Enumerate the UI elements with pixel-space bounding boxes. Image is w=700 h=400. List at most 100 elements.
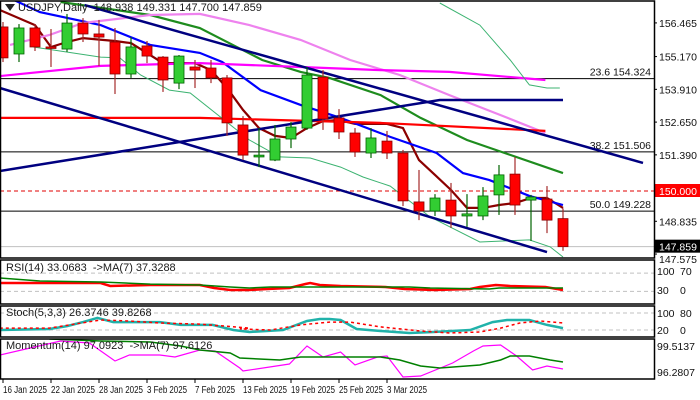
bullish-candle — [269, 124, 281, 162]
level-price-box-label: 150.000 — [659, 186, 697, 198]
chart-header: USDJPY,Daily 148.938 149.331 147.700 147… — [18, 2, 262, 14]
candle-body — [13, 27, 25, 55]
chart-menu-triangle-icon[interactable] — [5, 4, 15, 11]
bearish-candle — [109, 27, 121, 95]
date-axis-label: 22 Jan 2025 — [51, 385, 95, 396]
momentum-title: Momentum(14) 97.0923 ->MA(7) 97.6126 — [6, 340, 213, 352]
main-plot: 23.6 154.324 38.2 151.506 50.0 149.228 — [0, 1, 654, 258]
stoch-title: Stoch(5,3,3) 26.3746 39.8268 — [6, 307, 152, 319]
bearish-candle — [413, 169, 425, 221]
candle-body — [269, 138, 281, 161]
stoch-axis-label: 0 — [680, 325, 686, 337]
candle-body — [349, 132, 361, 153]
candle-body — [221, 77, 233, 124]
momentum-axis-label: 99.5137 — [657, 341, 695, 353]
bearish-candle — [237, 116, 249, 161]
date-axis-label: 16 Jan 2025 — [3, 385, 47, 396]
candle-body — [493, 174, 505, 196]
bearish-candle — [397, 149, 409, 207]
rsi-axis-label: 30 — [657, 285, 669, 297]
bullish-candle — [173, 55, 185, 90]
bearish-candle — [0, 22, 9, 63]
level-price-box — [655, 184, 700, 197]
moving-average-line — [439, 2, 560, 89]
date-axis-label: 19 Feb 2025 — [291, 385, 335, 396]
trend-line — [0, 98, 563, 173]
price-axis-label: 147.575 — [659, 254, 697, 266]
candle-body — [317, 76, 329, 120]
date-axis-label: 3 Feb 2025 — [147, 385, 187, 396]
stoch-panel-frame — [0, 305, 656, 338]
bullish-candle — [301, 66, 313, 130]
date-axis-label: 28 Jan 2025 — [99, 385, 143, 396]
bearish-candle — [29, 24, 41, 51]
bullish-candle — [525, 194, 537, 241]
bearish-candle — [317, 70, 329, 130]
candle-body — [333, 117, 345, 133]
momentum-series-line — [49, 339, 564, 369]
bearish-candle — [221, 75, 233, 136]
stoch-axis-label: 80 — [680, 308, 692, 320]
bearish-candle — [157, 56, 169, 92]
price-axis-label: 156.465 — [659, 18, 697, 30]
candle-body — [429, 197, 441, 212]
bearish-candle — [189, 59, 201, 89]
bullish-candle — [61, 13, 73, 52]
candle-body — [253, 154, 265, 158]
date-axis-label: 3 Mar 2025 — [387, 385, 427, 396]
bearish-candle — [333, 109, 345, 139]
current-price-box-label: 147.859 — [659, 242, 697, 254]
stoch-series-line — [0, 316, 564, 335]
low-value: 147.700 — [179, 2, 220, 14]
trend-line — [0, 86, 548, 254]
candle-body — [477, 195, 489, 217]
momentum-panel-frame — [0, 338, 656, 380]
candle-body — [45, 46, 57, 49]
candle-body — [173, 55, 185, 84]
momentum-plot — [0, 339, 564, 378]
candle-body — [109, 41, 121, 75]
bearish-candle — [77, 18, 89, 43]
open-value: 148.938 — [93, 2, 134, 14]
rsi-panel-frame — [0, 259, 656, 305]
moving-average-line — [60, 1, 564, 175]
bearish-candle — [381, 130, 393, 160]
candle-body — [461, 213, 473, 217]
price-axis-label: 151.390 — [659, 150, 697, 162]
candle-body — [413, 201, 425, 212]
bearish-candle — [509, 156, 521, 215]
rsi-series-line — [0, 277, 563, 290]
price-axis-label: 155.170 — [659, 52, 697, 64]
moving-average-line — [13, 1, 564, 207]
candle-body — [141, 45, 153, 57]
bullish-candle — [493, 165, 505, 215]
candle-body — [285, 126, 297, 140]
close-value: 147.859 — [222, 2, 262, 14]
date-axis-label: 25 Feb 2025 — [339, 385, 383, 396]
stoch-axis-label: 20 — [657, 325, 669, 337]
candle-body — [157, 56, 169, 81]
price-axis-label: 153.910 — [659, 84, 697, 96]
candle-body — [125, 46, 137, 75]
candle-body — [365, 137, 377, 154]
candle-body — [0, 26, 9, 59]
rsi-axis-label: 0 — [680, 285, 686, 297]
bearish-candle — [557, 208, 569, 251]
price-axis-label: 152.650 — [659, 117, 697, 129]
bullish-candle — [365, 128, 377, 158]
candle-body — [77, 22, 89, 35]
candle-body — [29, 27, 41, 48]
candle-body — [525, 196, 537, 201]
bullish-candle — [125, 37, 137, 78]
candle-body — [557, 218, 569, 248]
moving-average-line — [0, 116, 546, 132]
rsi-axis-label: 70 — [680, 266, 692, 278]
moving-average-line — [0, 61, 546, 82]
fib-label: 50.0 149.228 — [590, 199, 651, 211]
candle-body — [205, 67, 217, 79]
bearish-candle — [541, 186, 553, 234]
stoch-axis-label: 100 — [657, 308, 675, 320]
symbol-timeframe: USDJPY,Daily — [18, 2, 88, 14]
